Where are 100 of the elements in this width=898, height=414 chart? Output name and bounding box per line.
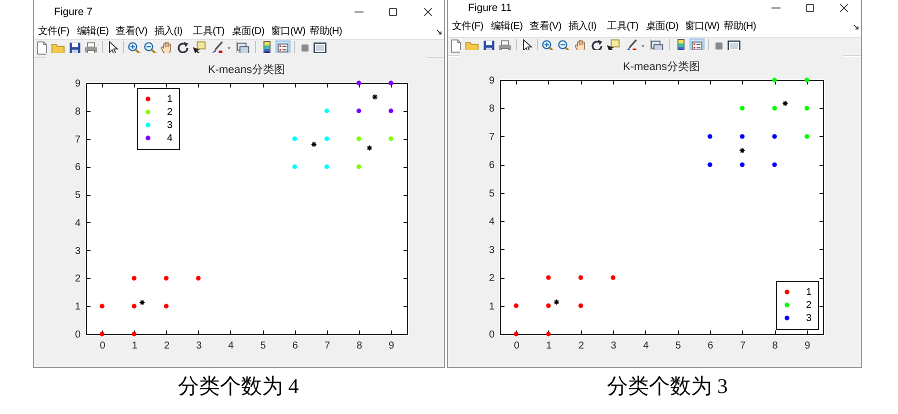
point — [356, 136, 362, 142]
x-tick-label: 0 — [514, 340, 520, 352]
point — [804, 134, 810, 139]
point — [740, 106, 745, 111]
point — [132, 276, 136, 281]
point — [739, 148, 746, 154]
point — [553, 299, 560, 306]
point — [804, 106, 810, 111]
caption: Figure 7 — [54, 6, 93, 18]
point — [388, 80, 394, 86]
text: 窗口(W) — [270, 26, 306, 38]
caption: Figure 11 — [468, 2, 512, 14]
text: 插入(I) — [154, 26, 182, 38]
point — [139, 299, 146, 306]
y-tick-label: 5 — [74, 190, 81, 202]
point — [610, 275, 616, 280]
x-tick-label: 0 — [100, 340, 106, 352]
point — [546, 303, 551, 308]
point — [388, 108, 394, 114]
point — [356, 108, 362, 114]
legend-label: 3 — [167, 120, 173, 131]
text: 查看(V) — [530, 21, 562, 33]
y-tick-label: 4 — [74, 218, 81, 229]
text: 分类个数为 3 — [607, 374, 728, 398]
text: 工具(T) — [607, 21, 638, 33]
point — [772, 78, 777, 82]
point — [772, 134, 777, 139]
point — [366, 144, 372, 152]
point — [100, 304, 104, 308]
x-tick-label: 8 — [356, 340, 363, 352]
y-tick-label: 3 — [488, 244, 495, 256]
x-tick-label: 9 — [804, 340, 811, 352]
text: 查看(V) — [116, 26, 148, 38]
point — [164, 276, 169, 281]
point — [708, 134, 712, 139]
x-tick-label: 2 — [578, 340, 584, 352]
y-tick-label: 0 — [488, 330, 495, 340]
text: 编辑(E) — [76, 26, 109, 38]
point — [708, 162, 712, 168]
x-tick-label: 5 — [675, 340, 682, 352]
text: 分类个数为 4 — [178, 374, 299, 398]
point — [164, 304, 169, 308]
point — [740, 162, 745, 168]
point — [132, 332, 136, 336]
point — [324, 108, 330, 114]
legend-label: 1 — [167, 94, 173, 105]
point — [514, 332, 518, 336]
chart-title: K-means分类图 — [622, 60, 700, 73]
point — [100, 332, 104, 336]
x-tick-label: 4 — [228, 340, 234, 352]
text: 桌面(D) — [232, 26, 264, 38]
x-tick-label: 7 — [740, 340, 746, 352]
text: 帮助(H) — [724, 21, 756, 33]
chart-title: K-means分类图 — [208, 63, 286, 76]
point — [132, 304, 136, 308]
x-tick-label: 5 — [260, 340, 266, 352]
point — [196, 276, 201, 281]
point — [772, 162, 777, 168]
y-tick-label: 7 — [74, 134, 81, 146]
point — [514, 303, 518, 308]
text: 帮助(H) — [310, 26, 342, 38]
legend-label: 3 — [806, 313, 812, 324]
point — [372, 94, 378, 100]
y-tick-label: 9 — [74, 78, 81, 90]
text: 桌面(D) — [646, 21, 678, 33]
x-tick-label: 8 — [772, 340, 778, 352]
y-tick-label: 1 — [74, 302, 81, 313]
x-tick-label: 3 — [610, 340, 617, 352]
text: 文件(F) — [38, 26, 70, 38]
point — [310, 141, 317, 148]
y-tick-label: 6 — [74, 162, 81, 174]
x-tick-label: 4 — [643, 340, 650, 352]
x-tick-label: 7 — [324, 340, 330, 352]
point — [292, 164, 297, 170]
point — [782, 100, 788, 106]
x-tick-label: 9 — [388, 340, 395, 352]
y-tick-label: 2 — [74, 274, 81, 285]
y-tick-label: 3 — [74, 246, 81, 257]
text: 工具(T) — [193, 26, 224, 38]
point — [546, 275, 551, 280]
y-tick-label: 1 — [488, 301, 495, 312]
y-tick-label: 9 — [488, 76, 495, 86]
y-tick-label: 8 — [488, 104, 495, 115]
point — [292, 136, 297, 142]
y-tick-label: 6 — [488, 160, 495, 172]
x-tick-label: 1 — [546, 340, 552, 352]
x-tick-label: 6 — [708, 340, 714, 352]
y-tick-label: 2 — [488, 273, 495, 284]
x-tick-label: 6 — [292, 340, 298, 352]
y-tick-label: 4 — [488, 216, 495, 228]
text: 文件(F) — [452, 21, 484, 33]
text: 编辑(E) — [490, 21, 523, 33]
point — [578, 303, 584, 308]
x-tick-label: 3 — [196, 340, 202, 352]
legend-label: 2 — [167, 107, 173, 118]
point — [740, 134, 745, 139]
point — [772, 106, 777, 111]
point — [388, 136, 394, 142]
y-tick-label: 5 — [488, 188, 495, 200]
legend-label: 2 — [806, 300, 812, 311]
